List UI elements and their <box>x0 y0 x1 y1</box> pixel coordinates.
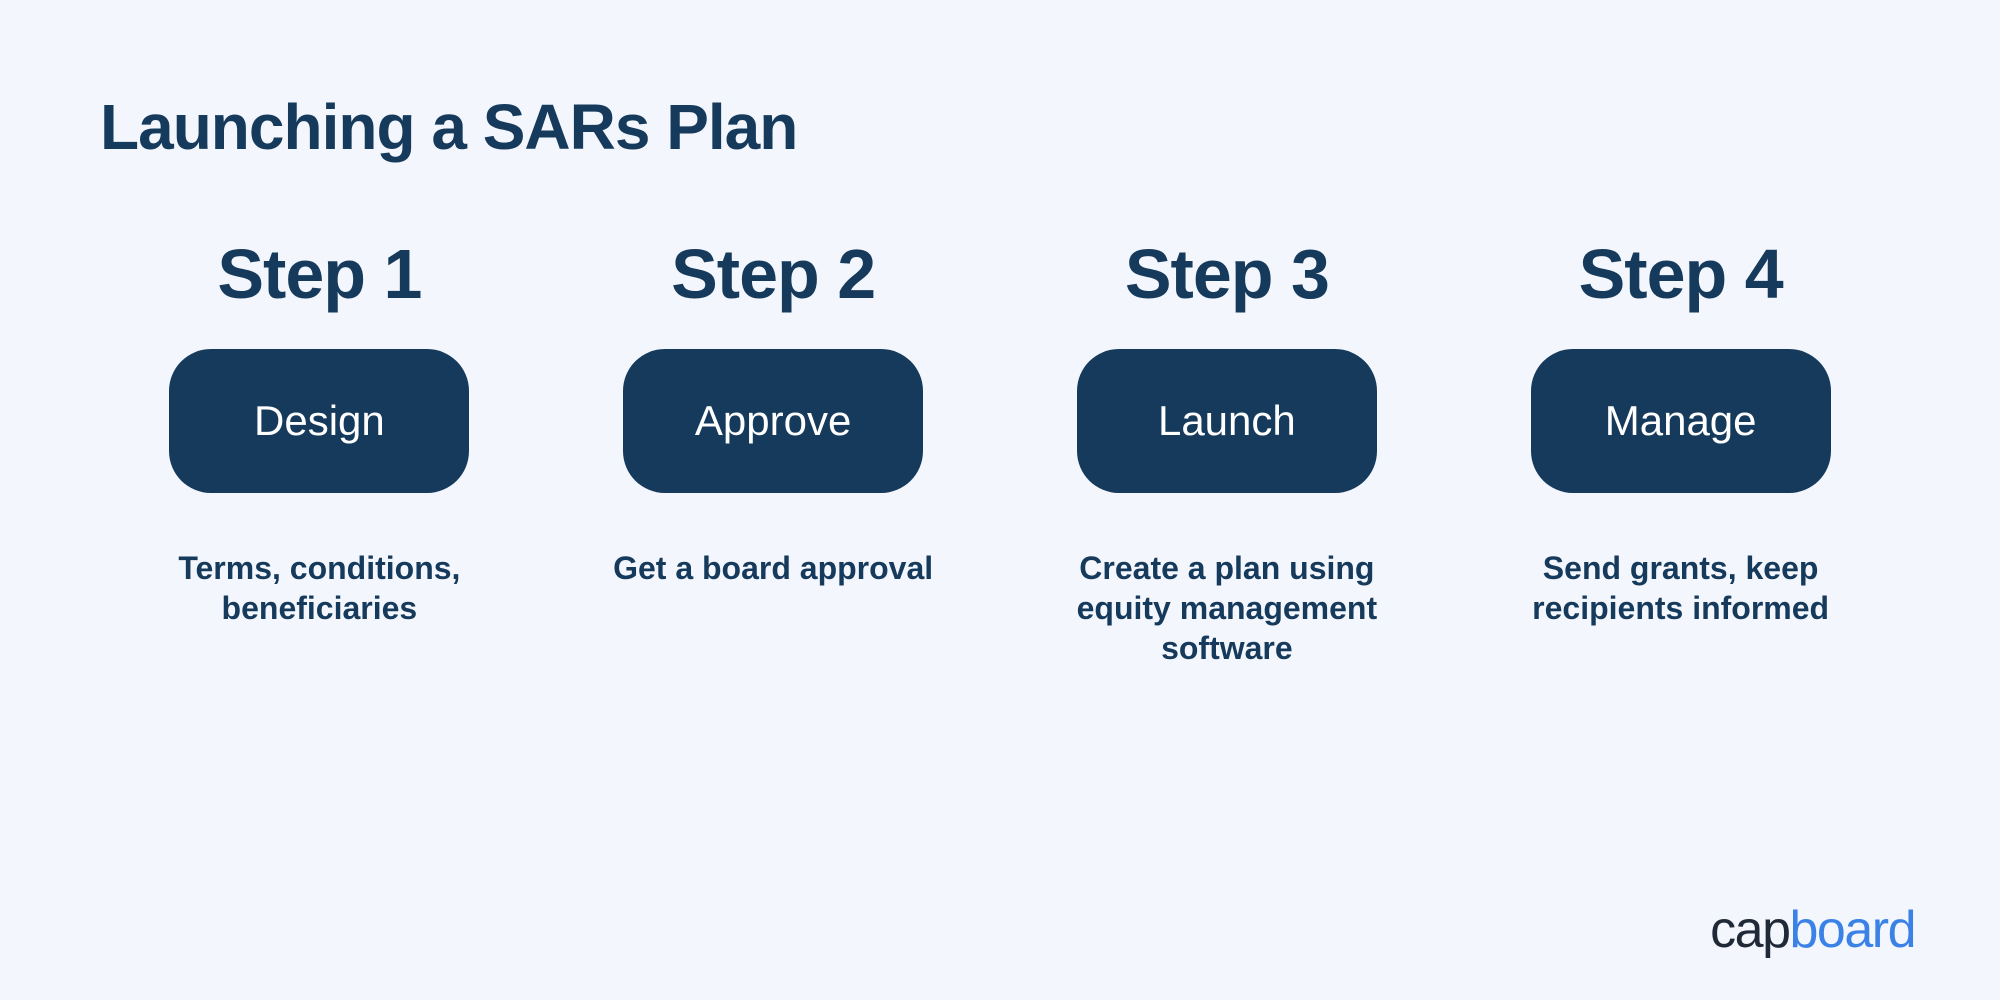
step-2: Step 2 Approve Get a board approval <box>574 234 973 668</box>
step-2-description: Get a board approval <box>613 548 933 588</box>
logo-part1: cap <box>1710 901 1789 959</box>
step-3-description: Create a plan using equity management so… <box>1057 548 1397 668</box>
infographic-title: Launching a SARs Plan <box>100 90 1900 164</box>
step-2-label: Step 2 <box>671 234 875 314</box>
step-3-pill: Launch <box>1077 349 1377 493</box>
step-3: Step 3 Launch Create a plan using equity… <box>1028 234 1427 668</box>
steps-container: Step 1 Design Terms, conditions, benefic… <box>100 234 1900 668</box>
step-3-label: Step 3 <box>1125 234 1329 314</box>
step-1-description: Terms, conditions, beneficiaries <box>149 548 489 628</box>
step-4: Step 4 Manage Send grants, keep recipien… <box>1481 234 1880 668</box>
step-1: Step 1 Design Terms, conditions, benefic… <box>120 234 519 668</box>
step-1-label: Step 1 <box>217 234 421 314</box>
step-4-description: Send grants, keep recipients informed <box>1511 548 1851 628</box>
step-1-pill: Design <box>169 349 469 493</box>
step-2-pill: Approve <box>623 349 923 493</box>
step-4-label: Step 4 <box>1579 234 1783 314</box>
logo-part2: board <box>1790 901 1916 959</box>
step-4-pill: Manage <box>1531 349 1831 493</box>
brand-logo: capboard <box>1710 900 1915 960</box>
